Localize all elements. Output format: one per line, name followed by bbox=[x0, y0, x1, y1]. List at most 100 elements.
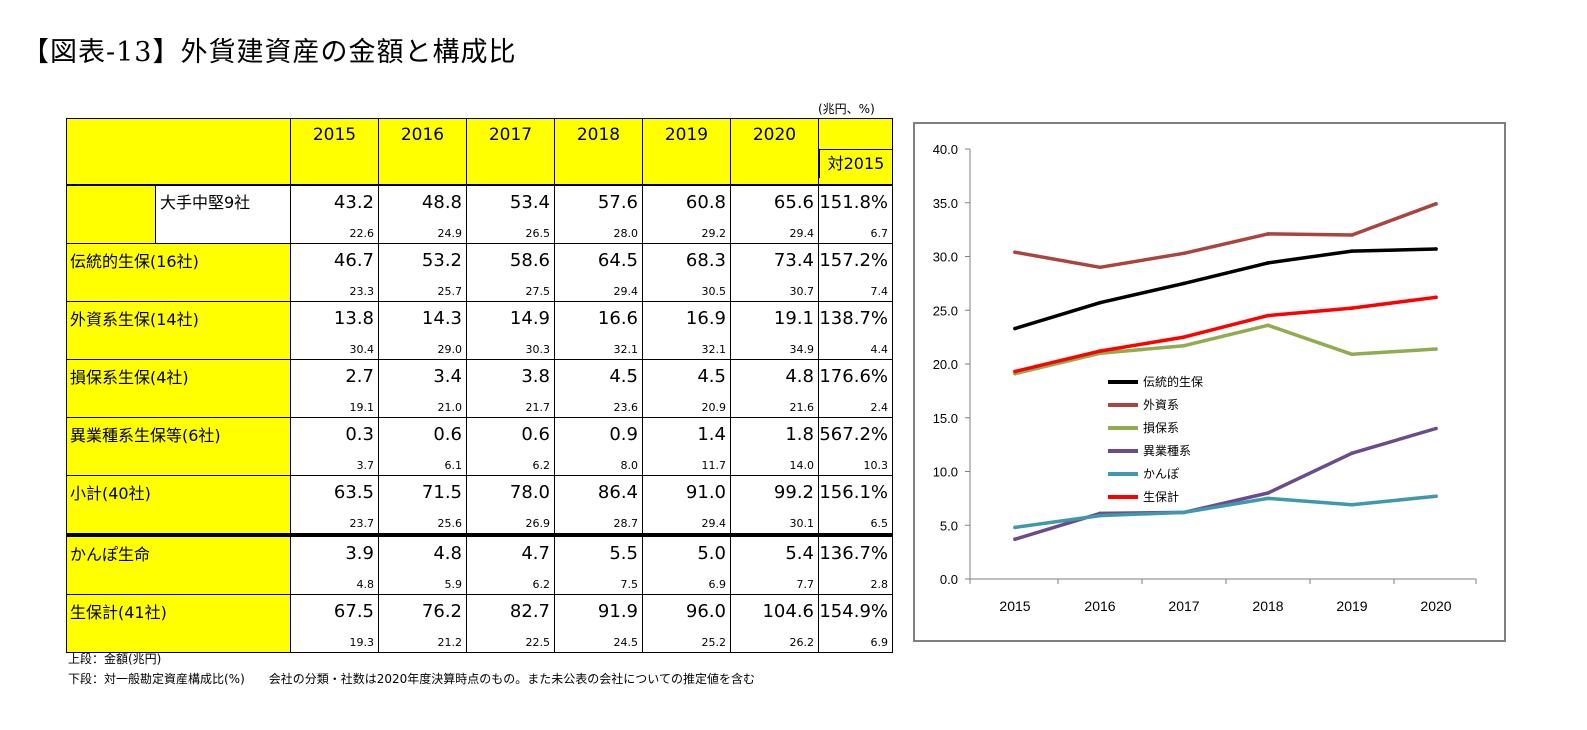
amount-value: 43.2 bbox=[333, 192, 374, 213]
share-value: 3.7 bbox=[356, 459, 375, 472]
value-cell: 78.0 26.9 bbox=[466, 475, 555, 536]
value-cell: 53.2 25.7 bbox=[378, 243, 467, 302]
legend-swatch bbox=[1108, 379, 1138, 384]
share-value: 28.7 bbox=[613, 517, 639, 530]
ratio-cell: 176.6% 2.4 bbox=[818, 359, 893, 418]
ratio-value: 156.1% bbox=[819, 482, 888, 503]
share-ratio-value: 10.3 bbox=[863, 459, 889, 472]
amount-value: 4.5 bbox=[697, 366, 726, 387]
legend-item: 損保系 bbox=[1108, 416, 1203, 439]
row-label: 伝統的生保(16社) bbox=[66, 243, 291, 302]
share-value: 6.9 bbox=[708, 578, 727, 591]
ratio-value: 138.7% bbox=[819, 308, 888, 329]
share-ratio-value: 6.9 bbox=[870, 636, 889, 649]
ratio-cell: 156.1% 6.5 bbox=[818, 475, 893, 536]
amount-value: 16.9 bbox=[685, 308, 726, 329]
row-label: 損保系生保(4社) bbox=[66, 359, 291, 418]
amount-value: 5.4 bbox=[785, 543, 814, 564]
row-label-spacer bbox=[66, 184, 156, 244]
amount-value: 57.6 bbox=[597, 192, 638, 213]
unit-label: (兆円、%) bbox=[818, 102, 875, 116]
amount-value: 63.5 bbox=[333, 482, 374, 503]
table-row: 異業種系生保等(6社) 0.3 3.7 0.6 6.1 0.6 6.2 0.9 8.0 1.4 11… bbox=[66, 417, 893, 476]
value-cell: 86.4 28.7 bbox=[554, 475, 643, 536]
chart-frame bbox=[913, 122, 1506, 642]
value-cell: 63.5 23.7 bbox=[290, 475, 379, 536]
share-value: 21.7 bbox=[525, 401, 551, 414]
legend-swatch bbox=[1108, 471, 1138, 476]
share-value: 26.9 bbox=[525, 517, 551, 530]
amount-value: 0.6 bbox=[433, 424, 462, 445]
value-cell: 57.6 28.0 bbox=[554, 184, 643, 244]
share-value: 32.1 bbox=[701, 343, 727, 356]
amount-value: 1.8 bbox=[785, 424, 814, 445]
share-ratio-value: 2.8 bbox=[870, 578, 889, 591]
share-value: 25.7 bbox=[437, 285, 463, 298]
share-value: 30.1 bbox=[789, 517, 815, 530]
row-label: 生保計(41社) bbox=[66, 594, 291, 653]
share-ratio-value: 6.7 bbox=[870, 227, 889, 240]
value-cell: 60.8 29.2 bbox=[642, 184, 731, 244]
year-header: 2016 bbox=[378, 118, 467, 186]
legend-label: 損保系 bbox=[1143, 421, 1180, 435]
value-cell: 99.2 30.1 bbox=[730, 475, 819, 536]
ratio-cell: 567.2% 10.3 bbox=[818, 417, 893, 476]
ratio-cell: 136.7% 2.8 bbox=[818, 533, 893, 595]
share-value: 7.7 bbox=[796, 578, 815, 591]
table-row: 外資系生保(14社) 13.8 30.4 14.3 29.0 14.9 30.3 16.6 32… bbox=[66, 301, 893, 360]
value-cell: 1.8 14.0 bbox=[730, 417, 819, 476]
row-label: 小計(40社) bbox=[66, 475, 291, 536]
legend-item: 生保計 bbox=[1108, 485, 1203, 508]
value-cell: 4.7 6.2 bbox=[466, 533, 555, 595]
share-value: 21.6 bbox=[789, 401, 815, 414]
value-cell: 91.9 24.5 bbox=[554, 594, 643, 653]
share-value: 24.9 bbox=[437, 227, 463, 240]
amount-value: 0.6 bbox=[521, 424, 550, 445]
value-cell: 53.4 26.5 bbox=[466, 184, 555, 244]
share-value: 34.9 bbox=[789, 343, 815, 356]
amount-value: 3.8 bbox=[521, 366, 550, 387]
amount-value: 46.7 bbox=[333, 250, 374, 271]
share-value: 14.0 bbox=[789, 459, 815, 472]
amount-value: 4.8 bbox=[433, 543, 462, 564]
value-cell: 3.9 4.8 bbox=[290, 533, 379, 595]
value-cell: 76.2 21.2 bbox=[378, 594, 467, 653]
note-line-2: 下段：対一般勘定資産構成比(%) 会社の分類・社数は2020年度決算時点のもの。… bbox=[68, 672, 755, 686]
value-cell: 19.1 34.9 bbox=[730, 301, 819, 360]
value-cell: 48.8 24.9 bbox=[378, 184, 467, 244]
amount-value: 19.1 bbox=[773, 308, 814, 329]
value-cell: 71.5 25.6 bbox=[378, 475, 467, 536]
year-header: 2020 bbox=[730, 118, 819, 186]
share-ratio-value: 4.4 bbox=[870, 343, 889, 356]
legend-swatch bbox=[1108, 425, 1138, 430]
share-value: 21.0 bbox=[437, 401, 463, 414]
amount-value: 14.3 bbox=[421, 308, 462, 329]
amount-value: 65.6 bbox=[773, 192, 814, 213]
amount-value: 68.3 bbox=[685, 250, 726, 271]
legend-label: 生保計 bbox=[1143, 490, 1180, 504]
value-cell: 67.5 19.3 bbox=[290, 594, 379, 653]
value-cell: 73.4 30.7 bbox=[730, 243, 819, 302]
ratio-value: 567.2% bbox=[819, 424, 888, 445]
amount-value: 5.5 bbox=[609, 543, 638, 564]
year-header: 2017 bbox=[466, 118, 555, 186]
share-value: 28.0 bbox=[613, 227, 639, 240]
share-value: 23.7 bbox=[349, 517, 375, 530]
legend-label: 異業種系 bbox=[1143, 444, 1192, 458]
share-ratio-value: 6.5 bbox=[870, 517, 889, 530]
value-cell: 3.8 21.7 bbox=[466, 359, 555, 418]
value-cell: 0.9 8.0 bbox=[554, 417, 643, 476]
ratio-value: 157.2% bbox=[819, 250, 888, 271]
table-row: 伝統的生保(16社) 46.7 23.3 53.2 25.7 58.6 27.5 64.5 29… bbox=[66, 243, 893, 302]
page-title: 【図表-13】外貨建資産の金額と構成比 bbox=[22, 37, 517, 68]
legend-label: かんぽ bbox=[1143, 467, 1180, 481]
share-value: 5.9 bbox=[444, 578, 463, 591]
legend-swatch bbox=[1108, 448, 1138, 453]
share-ratio-value: 7.4 bbox=[870, 285, 889, 298]
amount-value: 60.8 bbox=[685, 192, 726, 213]
legend-item: かんぽ bbox=[1108, 462, 1203, 485]
amount-value: 4.8 bbox=[785, 366, 814, 387]
value-cell: 1.4 11.7 bbox=[642, 417, 731, 476]
share-value: 23.3 bbox=[349, 285, 375, 298]
value-cell: 46.7 23.3 bbox=[290, 243, 379, 302]
